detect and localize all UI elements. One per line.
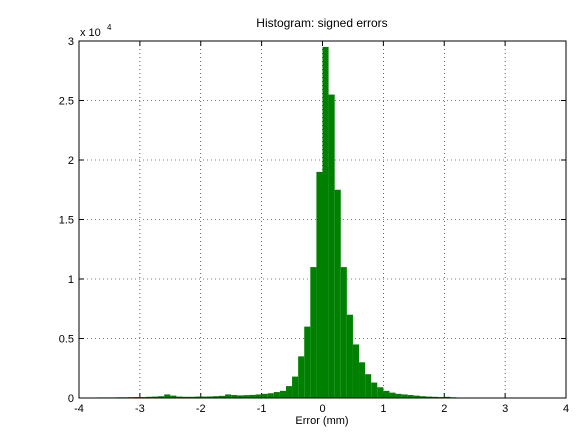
x-tick-label: -1	[257, 403, 267, 415]
y-tick-label: 1.5	[59, 215, 74, 227]
bar	[182, 396, 189, 398]
bar	[304, 326, 311, 398]
bar	[164, 394, 171, 398]
bar	[389, 392, 396, 398]
bar	[279, 390, 286, 398]
bar	[395, 393, 402, 398]
bar	[298, 356, 305, 398]
x-tick-label: 1	[380, 403, 386, 415]
bar	[145, 396, 153, 398]
bar	[316, 171, 323, 398]
bar	[328, 94, 335, 399]
bar	[255, 394, 262, 398]
bar	[334, 189, 341, 398]
y-tick-label: 0.5	[59, 334, 74, 346]
bar	[219, 395, 226, 398]
bar	[188, 396, 195, 398]
bar	[413, 395, 420, 398]
bar	[243, 395, 250, 398]
bar	[237, 395, 244, 398]
bar	[194, 396, 201, 398]
bar	[322, 46, 329, 398]
x-tick-label: 0	[319, 403, 325, 415]
bar	[292, 376, 299, 398]
bar	[249, 394, 256, 398]
bar	[310, 267, 317, 398]
x-axis-label: Error (mm)	[295, 415, 348, 427]
bar	[212, 396, 220, 398]
y-tick-label: 1	[68, 274, 74, 286]
bar	[359, 362, 366, 398]
x-tick-label: 3	[502, 403, 508, 415]
bar	[444, 396, 451, 398]
bar	[231, 395, 238, 398]
bar	[407, 395, 414, 398]
x-tick-label: 2	[441, 403, 447, 415]
bar	[419, 396, 426, 398]
bar	[285, 386, 293, 398]
bar	[158, 396, 165, 398]
bar	[170, 395, 177, 398]
bar	[152, 396, 159, 398]
y-tick-label: 3	[68, 36, 74, 48]
bar	[340, 267, 347, 398]
bar	[371, 382, 378, 398]
x-tick-label: -4	[74, 403, 84, 415]
bar	[225, 394, 232, 398]
y-tick-label: 2	[68, 155, 74, 167]
x-tick-label: -2	[196, 403, 206, 415]
bar	[267, 393, 274, 398]
bar	[206, 396, 213, 398]
bar	[176, 396, 183, 398]
x-tick-label: -3	[135, 403, 145, 415]
bar	[200, 396, 207, 398]
y-tick-label: 0	[68, 393, 74, 405]
x-tick-label: 4	[563, 403, 569, 415]
y-tick-label: 2.5	[59, 96, 74, 108]
bar	[432, 396, 439, 398]
bar	[401, 394, 408, 398]
y-scale-exponent: 4	[107, 23, 112, 32]
y-scale-base: x 10	[80, 27, 101, 39]
bar	[346, 314, 353, 398]
bar	[383, 390, 390, 398]
bar	[352, 344, 360, 398]
bar	[425, 396, 433, 398]
bar	[365, 374, 372, 398]
bar	[273, 392, 280, 398]
bar	[377, 387, 384, 398]
chart-title: Histogram: signed errors	[256, 16, 387, 30]
plot-frame	[78, 40, 567, 399]
bar	[261, 393, 268, 398]
